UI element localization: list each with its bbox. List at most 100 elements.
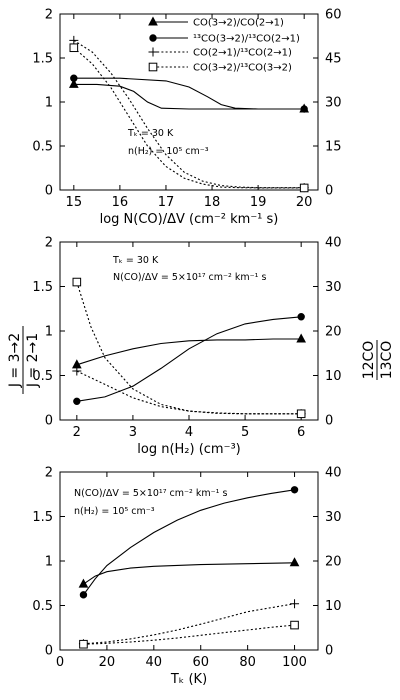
series-line bbox=[83, 489, 295, 596]
square-marker bbox=[72, 277, 82, 287]
x-tick-label: 6 bbox=[297, 425, 305, 440]
series-line bbox=[83, 603, 295, 645]
x-tick-label: 17 bbox=[158, 195, 175, 210]
y2-tick-label: 60 bbox=[325, 8, 342, 23]
y-tick-label: 2 bbox=[45, 8, 53, 23]
x-tick-label: 60 bbox=[192, 655, 209, 670]
y-tick-label: 0 bbox=[45, 644, 53, 659]
y2-tick-label: 0 bbox=[325, 184, 333, 199]
series-line bbox=[73, 39, 305, 189]
plot-frame bbox=[59, 241, 319, 421]
x-tick-label: 40 bbox=[146, 655, 163, 670]
legend-entry: CO(2→1)/¹³CO(2→1) bbox=[193, 48, 292, 59]
y-tick-label: 1.5 bbox=[32, 280, 53, 295]
series-line bbox=[76, 370, 302, 415]
square-marker bbox=[148, 62, 158, 72]
series-line bbox=[73, 77, 305, 110]
y-tick-label: 0.5 bbox=[32, 140, 53, 155]
square-marker bbox=[296, 409, 306, 419]
y2-tick-label: 15 bbox=[325, 140, 342, 155]
annotation: n(H₂) = 10⁵ cm⁻³ bbox=[74, 506, 155, 517]
y-tick-label: 2 bbox=[45, 236, 53, 251]
annotation: Tₖ = 30 K bbox=[112, 255, 159, 266]
y2-tick-label: 30 bbox=[325, 510, 342, 525]
square-marker bbox=[299, 183, 309, 193]
annotation: N(CO)/ΔV = 5×10¹⁷ cm⁻² km⁻¹ s bbox=[74, 488, 227, 499]
square-marker bbox=[79, 639, 88, 649]
y-tick-label: 0.5 bbox=[32, 369, 53, 384]
annotation: N(CO)/ΔV = 5×10¹⁷ cm⁻² km⁻¹ s bbox=[113, 272, 266, 283]
x-axis-title: Tₖ (K) bbox=[170, 672, 207, 687]
y2-tick-label: 30 bbox=[325, 96, 342, 111]
circle-marker bbox=[297, 313, 305, 321]
annotation: n(H₂) = 10⁵ cm⁻³ bbox=[128, 146, 209, 157]
x-tick-label: 20 bbox=[296, 195, 313, 210]
legend: CO(3→2)/CO(2→1) ¹³CO(3→2)/¹³CO(2→1) CO(2→1… bbox=[148, 16, 300, 74]
circle-marker bbox=[300, 105, 308, 113]
left-ylabel-denominator: J = 2→1 bbox=[25, 333, 41, 388]
circle-marker bbox=[79, 591, 88, 599]
x-axis-title: log N(CO)/ΔV (cm⁻² km⁻¹ s) bbox=[100, 212, 279, 227]
series-line bbox=[76, 316, 302, 402]
y2-tick-label: 30 bbox=[325, 280, 342, 295]
y2-tick-label: 0 bbox=[325, 414, 333, 429]
left-y-axis-label: J = 3→2 J = 2→1 bbox=[7, 326, 41, 394]
triangle-marker bbox=[289, 557, 300, 567]
x-tick-label: 19 bbox=[250, 195, 267, 210]
y-tick-label: 0 bbox=[45, 184, 53, 199]
triangle-marker bbox=[296, 333, 307, 343]
x-tick-label: 3 bbox=[129, 425, 137, 440]
y2-tick-label: 40 bbox=[325, 466, 342, 481]
circle-marker bbox=[73, 397, 81, 406]
y2-tick-label: 0 bbox=[325, 644, 333, 659]
x-tick-label: 5 bbox=[241, 425, 249, 440]
y-tick-label: 1 bbox=[45, 325, 53, 340]
x-tick-label: 100 bbox=[282, 655, 307, 670]
series-line bbox=[73, 47, 305, 189]
y2-tick-label: 45 bbox=[325, 52, 342, 67]
series-line bbox=[73, 83, 305, 110]
legend-entry: CO(3→2)/¹³CO(3→2) bbox=[193, 63, 292, 74]
right-y-axis-label: 12CO 13CO bbox=[361, 340, 395, 380]
y2-tick-label: 10 bbox=[325, 599, 342, 614]
annotation: Tₖ = 30 K bbox=[127, 128, 174, 139]
x-tick-label: 0 bbox=[56, 655, 64, 670]
y2-tick-label: 10 bbox=[325, 369, 342, 384]
x-tick-label: 20 bbox=[99, 655, 116, 670]
y-tick-label: 1 bbox=[45, 96, 53, 111]
right-ylabel-numerator: 12CO bbox=[361, 341, 377, 380]
series-line bbox=[76, 281, 302, 415]
series-line bbox=[83, 562, 295, 585]
y-tick-label: 0.5 bbox=[32, 599, 53, 614]
triangle-marker bbox=[68, 78, 79, 88]
x-tick-label: 15 bbox=[66, 195, 83, 210]
circle-marker bbox=[290, 486, 299, 494]
y-tick-label: 1.5 bbox=[32, 52, 53, 67]
plus-marker bbox=[290, 599, 300, 609]
x-axis-title: log n(H₂) (cm⁻³) bbox=[137, 442, 240, 457]
x-tick-label: 2 bbox=[73, 425, 81, 440]
x-tick-label: 18 bbox=[204, 195, 221, 210]
legend-entry: CO(3→2)/CO(2→1) bbox=[193, 18, 284, 29]
circle-marker bbox=[70, 74, 78, 82]
y2-tick-label: 20 bbox=[325, 555, 342, 570]
plus-marker bbox=[148, 47, 158, 57]
y2-tick-label: 40 bbox=[325, 236, 342, 251]
right-ylabel-denominator: 13CO bbox=[379, 341, 395, 380]
square-marker bbox=[290, 620, 299, 630]
series-line bbox=[76, 338, 302, 366]
triangle-marker bbox=[78, 578, 89, 588]
triangle-marker bbox=[148, 16, 158, 26]
plus-marker bbox=[69, 35, 79, 45]
plus-marker bbox=[72, 366, 82, 376]
left-ylabel-numerator: J = 3→2 bbox=[7, 333, 23, 388]
x-tick-label: 4 bbox=[185, 425, 193, 440]
series-line bbox=[83, 624, 295, 645]
y-tick-label: 2 bbox=[45, 466, 53, 481]
circle-marker bbox=[149, 34, 157, 42]
y-tick-label: 0 bbox=[45, 414, 53, 429]
